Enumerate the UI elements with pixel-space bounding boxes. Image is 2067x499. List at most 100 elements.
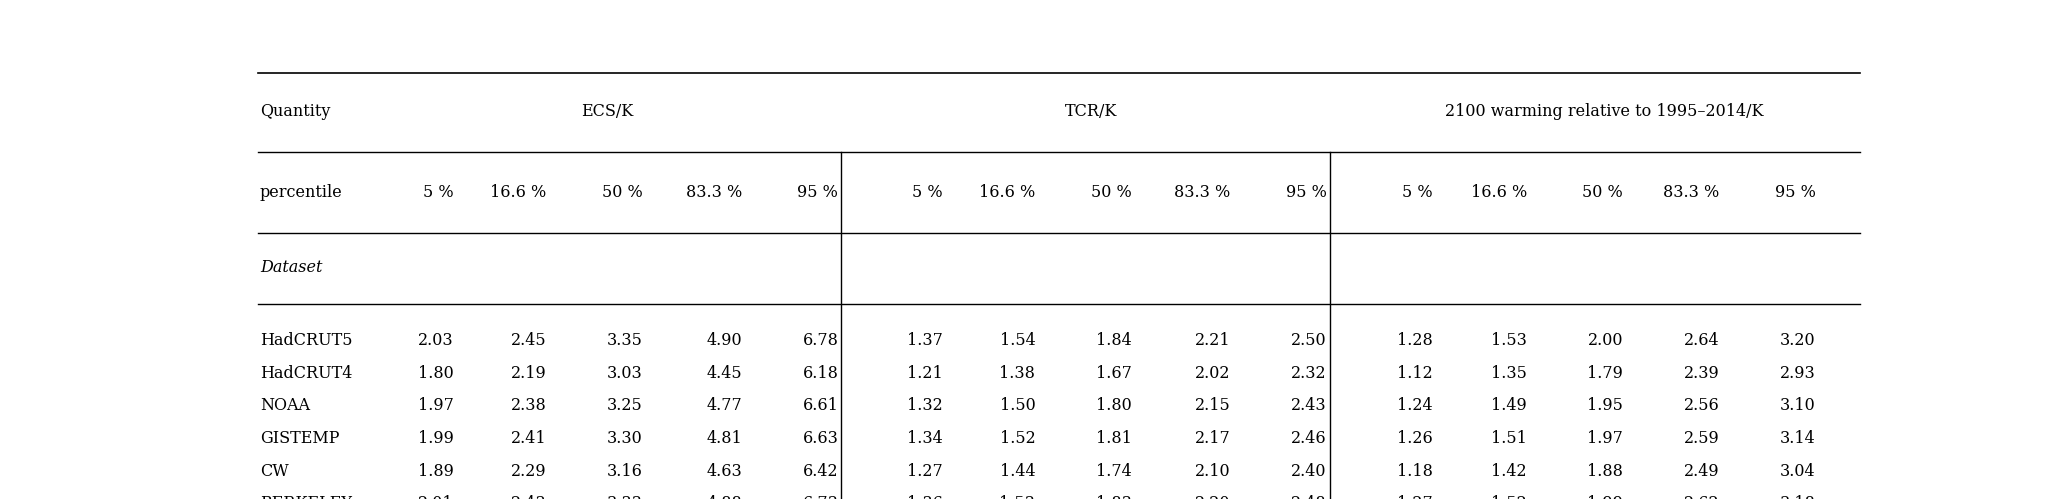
Text: 2.20: 2.20 (1195, 495, 1230, 499)
Text: 1.37: 1.37 (907, 332, 943, 349)
Text: 2.40: 2.40 (1292, 463, 1327, 480)
Text: TCR/K: TCR/K (1065, 103, 1118, 120)
Text: 2.64: 2.64 (1685, 332, 1720, 349)
Text: HadCRUT5: HadCRUT5 (260, 332, 353, 349)
Text: 4.45: 4.45 (707, 365, 742, 382)
Text: 2.32: 2.32 (1292, 365, 1327, 382)
Text: 6.42: 6.42 (802, 463, 839, 480)
Text: 3.16: 3.16 (608, 463, 643, 480)
Text: 1.28: 1.28 (1397, 332, 1432, 349)
Text: 1.52: 1.52 (1000, 430, 1036, 447)
Text: 1.74: 1.74 (1096, 463, 1131, 480)
Text: NOAA: NOAA (260, 397, 310, 414)
Text: 95 %: 95 % (1776, 184, 1815, 201)
Text: 1.97: 1.97 (1587, 430, 1623, 447)
Text: 1.99: 1.99 (418, 430, 455, 447)
Text: 3.14: 3.14 (1780, 430, 1815, 447)
Text: 2.02: 2.02 (1195, 365, 1230, 382)
Text: 1.26: 1.26 (1397, 430, 1432, 447)
Text: 3.30: 3.30 (608, 430, 643, 447)
Text: 3.04: 3.04 (1780, 463, 1815, 480)
Text: 2.43: 2.43 (511, 495, 546, 499)
Text: 2.62: 2.62 (1685, 495, 1720, 499)
Text: 3.20: 3.20 (1780, 332, 1815, 349)
Text: CW: CW (260, 463, 289, 480)
Text: 2.93: 2.93 (1780, 365, 1815, 382)
Text: 6.73: 6.73 (802, 495, 839, 499)
Text: 3.33: 3.33 (608, 495, 643, 499)
Text: percentile: percentile (260, 184, 343, 201)
Text: 1.53: 1.53 (1000, 495, 1036, 499)
Text: 3.25: 3.25 (608, 397, 643, 414)
Text: 1.42: 1.42 (1492, 463, 1528, 480)
Text: 95 %: 95 % (798, 184, 839, 201)
Text: 2.56: 2.56 (1685, 397, 1720, 414)
Text: 1.34: 1.34 (907, 430, 943, 447)
Text: 2.49: 2.49 (1685, 463, 1720, 480)
Text: 1.32: 1.32 (907, 397, 943, 414)
Text: 2.43: 2.43 (1292, 397, 1327, 414)
Text: 4.81: 4.81 (707, 430, 742, 447)
Text: 1.38: 1.38 (1000, 365, 1036, 382)
Text: 3.35: 3.35 (608, 332, 643, 349)
Text: Dataset: Dataset (260, 259, 322, 276)
Text: 1.52: 1.52 (1492, 495, 1528, 499)
Text: 2.59: 2.59 (1685, 430, 1720, 447)
Text: 83.3 %: 83.3 % (686, 184, 742, 201)
Text: BERKELEY: BERKELEY (260, 495, 351, 499)
Text: 2.29: 2.29 (511, 463, 546, 480)
Text: 4.77: 4.77 (707, 397, 742, 414)
Text: 2.15: 2.15 (1195, 397, 1230, 414)
Text: 4.63: 4.63 (707, 463, 742, 480)
Text: 1.35: 1.35 (1490, 365, 1528, 382)
Text: 1.24: 1.24 (1397, 397, 1432, 414)
Text: 1.83: 1.83 (1096, 495, 1131, 499)
Text: 5 %: 5 % (912, 184, 943, 201)
Text: 1.36: 1.36 (907, 495, 943, 499)
Text: 2.21: 2.21 (1195, 332, 1230, 349)
Text: 1.99: 1.99 (1587, 495, 1623, 499)
Text: 95 %: 95 % (1286, 184, 1327, 201)
Text: 1.88: 1.88 (1587, 463, 1623, 480)
Text: 16.6 %: 16.6 % (980, 184, 1036, 201)
Text: 1.79: 1.79 (1587, 365, 1623, 382)
Text: 2.01: 2.01 (418, 495, 455, 499)
Text: ECS/K: ECS/K (581, 103, 635, 120)
Text: 2.48: 2.48 (1292, 495, 1327, 499)
Text: 3.18: 3.18 (1780, 495, 1815, 499)
Text: 2.38: 2.38 (511, 397, 546, 414)
Text: 1.97: 1.97 (418, 397, 455, 414)
Text: 1.49: 1.49 (1492, 397, 1528, 414)
Text: 5 %: 5 % (424, 184, 455, 201)
Text: 50 %: 50 % (601, 184, 643, 201)
Text: 83.3 %: 83.3 % (1664, 184, 1720, 201)
Text: GISTEMP: GISTEMP (260, 430, 339, 447)
Text: 2.10: 2.10 (1195, 463, 1230, 480)
Text: 1.67: 1.67 (1096, 365, 1131, 382)
Text: 50 %: 50 % (1583, 184, 1623, 201)
Text: 5 %: 5 % (1401, 184, 1432, 201)
Text: 83.3 %: 83.3 % (1174, 184, 1230, 201)
Text: HadCRUT4: HadCRUT4 (260, 365, 351, 382)
Text: 6.18: 6.18 (802, 365, 839, 382)
Text: 16.6 %: 16.6 % (1472, 184, 1528, 201)
Text: 1.18: 1.18 (1397, 463, 1432, 480)
Text: 2.39: 2.39 (1685, 365, 1720, 382)
Text: 1.81: 1.81 (1096, 430, 1131, 447)
Text: 2.00: 2.00 (1587, 332, 1623, 349)
Text: 50 %: 50 % (1091, 184, 1131, 201)
Text: 2.41: 2.41 (511, 430, 546, 447)
Text: 1.89: 1.89 (418, 463, 455, 480)
Text: 3.03: 3.03 (608, 365, 643, 382)
Text: 1.51: 1.51 (1490, 430, 1528, 447)
Text: 6.63: 6.63 (802, 430, 839, 447)
Text: 4.88: 4.88 (707, 495, 742, 499)
Text: 16.6 %: 16.6 % (490, 184, 546, 201)
Text: 4.90: 4.90 (707, 332, 742, 349)
Text: 1.80: 1.80 (1096, 397, 1131, 414)
Text: 2.50: 2.50 (1292, 332, 1327, 349)
Text: 6.78: 6.78 (802, 332, 839, 349)
Text: 1.54: 1.54 (1000, 332, 1036, 349)
Text: 1.27: 1.27 (1397, 495, 1432, 499)
Text: 2.03: 2.03 (418, 332, 455, 349)
